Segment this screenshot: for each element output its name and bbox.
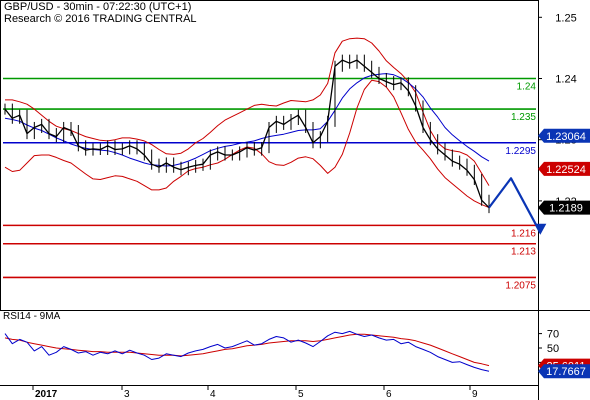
tag-box-1.23064 <box>538 128 590 143</box>
x-tick-label-6: 6 <box>386 389 392 400</box>
y-tick-label-1.24: 1.24 <box>555 74 576 86</box>
tag-label-1.23064: 1.23064 <box>546 131 586 143</box>
forecast-layer <box>488 177 547 235</box>
level-label-1.2075: 1.2075 <box>505 280 536 291</box>
level-label-1.213: 1.213 <box>511 247 536 258</box>
level-label-1.24: 1.24 <box>517 82 537 93</box>
rsi-ma-line <box>4 333 490 367</box>
chart-title: GBP/USD - 30min - 07:22:30 (UTC+1) <box>4 1 192 13</box>
x-tick-label-4: 4 <box>210 389 216 400</box>
rsi-tick-label-70: 70 <box>547 329 559 341</box>
y-tick-label-1.25: 1.25 <box>555 12 576 24</box>
tag-label-1.22524: 1.22524 <box>546 164 586 176</box>
tag-label-17.7667: 17.7667 <box>546 366 586 378</box>
forecast-path <box>488 177 542 234</box>
tag-box-17.7667 <box>538 364 590 379</box>
tag-box-1.22524 <box>538 161 590 176</box>
x-tick-label-5: 5 <box>298 389 304 400</box>
chart-copyright: Research © 2016 TRADING CENTRAL <box>4 13 197 25</box>
rsi-panel: 70503025.601117.7667 <box>4 329 590 379</box>
level-label-1.2295: 1.2295 <box>505 146 536 157</box>
rsi-tick-label-50: 50 <box>547 343 559 355</box>
forecast-arrowhead <box>534 223 547 235</box>
x-tick-label-3: 3 <box>124 389 130 400</box>
tag-box-1.2189 <box>538 200 590 215</box>
level-label-1.216: 1.216 <box>511 228 536 239</box>
levels-layer: 1.24 1.235 1.2295 1.216 1.213 1.2075 <box>3 77 537 291</box>
main-plot-frame <box>0 0 539 311</box>
bollinger-upper-line <box>5 37 490 186</box>
rsi-line <box>4 330 490 372</box>
tag-label-1.2189: 1.2189 <box>549 203 583 215</box>
x-tick-label-2017: 2017 <box>35 389 58 400</box>
level-label-1.235: 1.235 <box>511 112 536 123</box>
price-line <box>4 59 490 209</box>
bollinger-bands <box>4 37 490 209</box>
y-axis: 1.251.241.231.22 <box>538 12 577 208</box>
x-tick-label-9: 9 <box>472 389 478 400</box>
x-axis: 2017 3 4 5 6 9 <box>32 385 478 400</box>
rsi-title: RSI14 - 9MA <box>3 311 61 322</box>
price-layer <box>4 54 490 214</box>
price-tags: 1.23064 1.22524 1.2189 <box>538 128 590 215</box>
